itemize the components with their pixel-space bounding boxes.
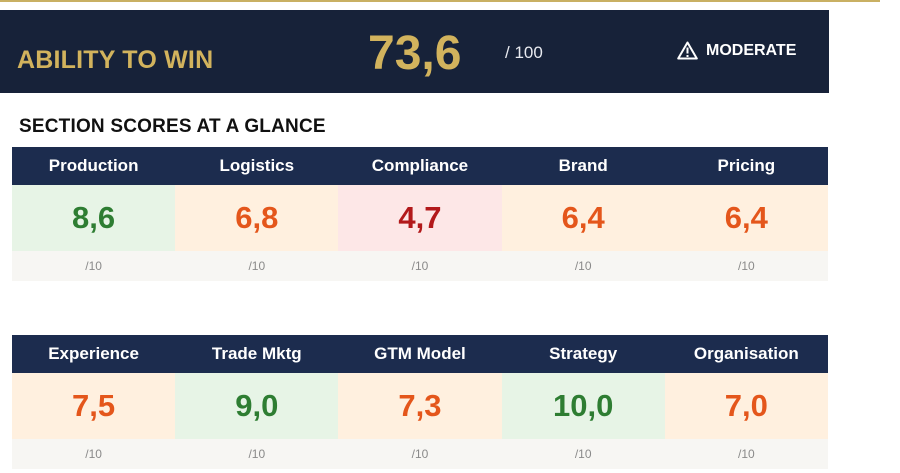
section-name-trade-mktg: Trade Mktg [175, 335, 339, 373]
scale-brand: /10 [501, 251, 665, 281]
overall-score: 73,6 [368, 27, 462, 80]
ability-to-win-banner: ABILITY TO WIN 73,6 / 100 MODERATE [0, 10, 829, 93]
score-experience: 7,5 [12, 373, 176, 439]
section-name-logistics: Logistics [175, 147, 339, 185]
score-strategy: 10,0 [501, 373, 665, 439]
score-pricing: 6,4 [664, 185, 828, 251]
scale-organisation: /10 [664, 439, 828, 469]
table-header-row: Experience Trade Mktg GTM Model Strategy… [12, 335, 828, 373]
warning-triangle-icon [677, 41, 698, 60]
section-name-gtm-model: GTM Model [338, 335, 502, 373]
score-compliance: 4,7 [338, 185, 502, 251]
section-name-production: Production [12, 147, 176, 185]
section-name-pricing: Pricing [664, 147, 828, 185]
scale-gtm-model: /10 [338, 439, 502, 469]
score-brand: 6,4 [501, 185, 665, 251]
section-name-experience: Experience [12, 335, 176, 373]
section-scores-table-2: Experience Trade Mktg GTM Model Strategy… [12, 335, 828, 469]
score-organisation: 7,0 [664, 373, 828, 439]
table-header-row: Production Logistics Compliance Brand Pr… [12, 147, 828, 185]
scale-experience: /10 [12, 439, 176, 469]
status-label: MODERATE [706, 41, 797, 59]
table-score-row: 7,5 9,0 7,3 10,0 7,0 [12, 373, 828, 439]
scale-logistics: /10 [175, 251, 339, 281]
scale-trade-mktg: /10 [175, 439, 339, 469]
section-name-compliance: Compliance [338, 147, 502, 185]
score-production: 8,6 [12, 185, 176, 251]
section-scores-heading: SECTION SCORES AT A GLANCE [19, 116, 326, 137]
table-score-row: 8,6 6,8 4,7 6,4 6,4 [12, 185, 828, 251]
score-logistics: 6,8 [175, 185, 339, 251]
table-scale-row: /10 /10 /10 /10 /10 [12, 251, 828, 281]
banner-title: ABILITY TO WIN [17, 46, 214, 74]
top-accent-line [0, 0, 880, 2]
score-gtm-model: 7,3 [338, 373, 502, 439]
overall-score-max: / 100 [505, 43, 543, 62]
table-scale-row: /10 /10 /10 /10 /10 [12, 439, 828, 469]
scale-production: /10 [12, 251, 176, 281]
scale-compliance: /10 [338, 251, 502, 281]
section-name-organisation: Organisation [664, 335, 828, 373]
section-scores-table-1: Production Logistics Compliance Brand Pr… [12, 147, 828, 281]
section-name-strategy: Strategy [501, 335, 665, 373]
scale-pricing: /10 [664, 251, 828, 281]
section-name-brand: Brand [501, 147, 665, 185]
scale-strategy: /10 [501, 439, 665, 469]
score-trade-mktg: 9,0 [175, 373, 339, 439]
status-badge: MODERATE [677, 41, 796, 60]
